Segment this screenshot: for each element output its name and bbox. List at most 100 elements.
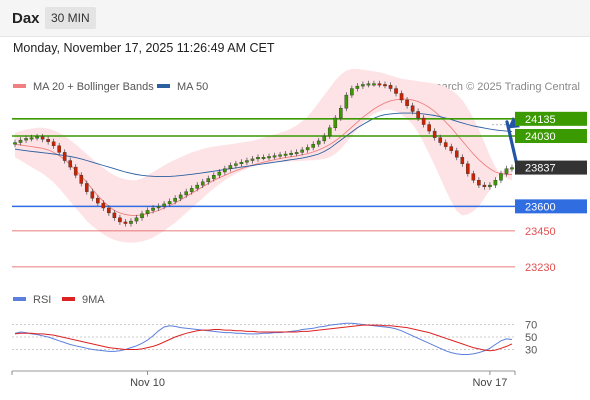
candle-body: [18, 139, 23, 143]
candle-body: [283, 153, 288, 156]
candle-body: [123, 221, 128, 224]
candle-body: [327, 127, 332, 137]
candle-body: [488, 184, 492, 187]
candle-body: [35, 136, 39, 139]
candle-body: [234, 163, 238, 166]
chart-header: Dax 30 MIN: [0, 0, 590, 37]
candle-body: [156, 206, 161, 209]
candle-body: [272, 155, 277, 158]
candle-body: [383, 84, 387, 87]
candle-body: [499, 173, 503, 181]
candle-body: [432, 130, 437, 138]
candle-body: [339, 107, 343, 119]
candle-body: [454, 150, 459, 158]
candle-body: [421, 117, 426, 125]
candle-body: [311, 143, 316, 148]
candle-body: [112, 212, 117, 219]
candle-body: [267, 156, 271, 159]
candle-body: [162, 203, 166, 207]
candle-body: [261, 157, 266, 159]
resistance-tag: [515, 129, 587, 143]
candle-body: [289, 152, 293, 155]
ma50-line: [14, 112, 513, 178]
candle-body: [107, 207, 111, 214]
candle-body: [129, 220, 133, 224]
rsi-legend-swatch: [13, 297, 26, 301]
candle-body: [493, 179, 498, 186]
candle-body: [305, 147, 310, 151]
candle-body: [24, 138, 28, 141]
candle-body: [427, 124, 431, 132]
x-tick-label: Nov 10: [130, 377, 165, 389]
copyright-label: Research © 2025 Trading Central: [416, 81, 580, 93]
candle-body: [410, 105, 415, 112]
candle-body: [223, 168, 227, 173]
candle-body: [40, 136, 45, 140]
current-price-tag: [515, 160, 587, 175]
candle-body: [84, 183, 89, 192]
candle-body: [184, 191, 188, 196]
candle-body: [316, 140, 321, 145]
candle-body: [471, 173, 476, 181]
candle-body: [51, 141, 56, 147]
candle-body: [29, 137, 34, 140]
candle-body: [300, 149, 304, 153]
candle-body: [118, 217, 122, 223]
candle-body: [217, 171, 222, 176]
candle-body: [477, 179, 481, 186]
candle-body: [62, 152, 67, 161]
rsi-tick-label: 50: [525, 332, 537, 344]
candle-body: [256, 157, 260, 160]
candle-body: [101, 202, 106, 209]
candle-body: [278, 154, 282, 157]
rsi-legend-label: 9MA: [82, 294, 105, 306]
minor-support-label: 23450: [525, 226, 556, 238]
candle-body: [96, 197, 100, 204]
candle-body: [361, 84, 365, 87]
candle-body: [355, 85, 360, 89]
candle-body: [482, 184, 487, 187]
candle-body: [504, 168, 509, 174]
timestamp-label: Monday, November 17, 2025 11:26:49 AM CE…: [13, 41, 275, 55]
legend-label: MA 50: [177, 81, 208, 93]
resistance-label: 24030: [525, 131, 556, 143]
support-label: 23600: [525, 201, 556, 213]
legend-label: MA 20 + Bollinger Bands: [33, 81, 154, 93]
legend-swatch: [13, 84, 26, 88]
candle-body: [245, 160, 249, 163]
candle-body: [394, 88, 398, 94]
candle-body: [466, 163, 470, 174]
candle-body: [239, 161, 244, 165]
rsi-line: [14, 322, 513, 355]
candle-body: [167, 201, 172, 205]
candle-body: [140, 213, 144, 219]
x-tick-label: Nov 17: [472, 377, 507, 389]
candle-body: [90, 191, 95, 199]
candle-body: [416, 111, 420, 119]
resistance-tag: [515, 111, 587, 126]
candle-body: [73, 166, 78, 176]
candle-body: [443, 142, 448, 147]
candle-body: [399, 93, 404, 101]
legend-swatch: [157, 84, 170, 88]
resistance-label: 24135: [525, 114, 556, 126]
rsi-legend-swatch: [62, 297, 75, 301]
timeframe-button[interactable]: 30 MIN: [45, 7, 96, 29]
candle-body: [173, 197, 177, 202]
candle-body: [322, 135, 327, 142]
candle-body: [405, 99, 409, 106]
rsi-tick-label: 70: [525, 320, 537, 332]
candle-body: [57, 145, 61, 153]
candle-body: [449, 146, 454, 151]
candle-body: [200, 181, 205, 186]
candle-body: [388, 85, 393, 89]
candle-body: [134, 217, 139, 222]
minor-support-label: 23230: [525, 262, 556, 274]
candle-body: [206, 178, 211, 183]
rsi-tick-label: 30: [525, 345, 537, 357]
candle-body: [68, 160, 73, 168]
candle-body: [79, 175, 84, 184]
candle-body: [366, 83, 371, 86]
candle-body: [294, 152, 299, 155]
